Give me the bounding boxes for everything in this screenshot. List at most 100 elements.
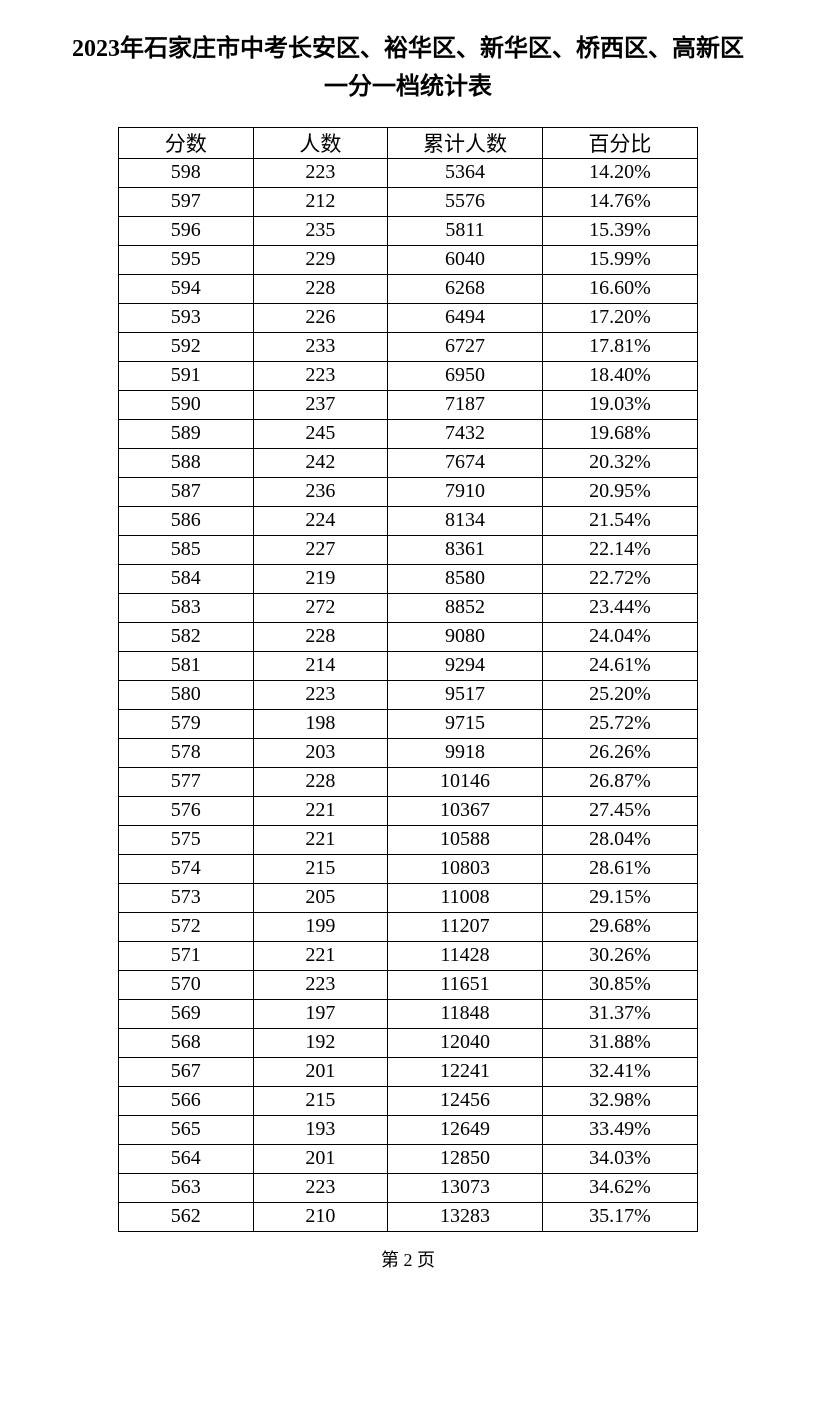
table-cell: 32.98% xyxy=(542,1086,697,1115)
table-row: 5642011285034.03% xyxy=(119,1144,698,1173)
table-cell: 32.41% xyxy=(542,1057,697,1086)
table-cell: 6494 xyxy=(388,303,543,332)
table-cell: 199 xyxy=(253,912,388,941)
table-cell: 592 xyxy=(119,332,254,361)
table-cell: 579 xyxy=(119,709,254,738)
table-cell: 570 xyxy=(119,970,254,999)
table-row: 594228626816.60% xyxy=(119,274,698,303)
table-cell: 245 xyxy=(253,419,388,448)
table-row: 579198971525.72% xyxy=(119,709,698,738)
table-cell: 575 xyxy=(119,825,254,854)
table-cell: 20.32% xyxy=(542,448,697,477)
table-cell: 28.61% xyxy=(542,854,697,883)
col-header-score: 分数 xyxy=(119,127,254,158)
table-cell: 12456 xyxy=(388,1086,543,1115)
table-row: 584219858022.72% xyxy=(119,564,698,593)
table-cell: 593 xyxy=(119,303,254,332)
table-cell: 31.37% xyxy=(542,999,697,1028)
table-cell: 595 xyxy=(119,245,254,274)
table-cell: 6727 xyxy=(388,332,543,361)
table-cell: 12040 xyxy=(388,1028,543,1057)
table-cell: 8361 xyxy=(388,535,543,564)
table-cell: 7910 xyxy=(388,477,543,506)
table-header-row: 分数 人数 累计人数 百分比 xyxy=(119,127,698,158)
table-cell: 14.20% xyxy=(542,158,697,187)
table-row: 595229604015.99% xyxy=(119,245,698,274)
table-cell: 565 xyxy=(119,1115,254,1144)
table-cell: 212 xyxy=(253,187,388,216)
table-cell: 572 xyxy=(119,912,254,941)
table-row: 578203991826.26% xyxy=(119,738,698,767)
table-row: 5681921204031.88% xyxy=(119,1028,698,1057)
table-row: 592233672717.81% xyxy=(119,332,698,361)
table-cell: 29.15% xyxy=(542,883,697,912)
table-cell: 587 xyxy=(119,477,254,506)
table-cell: 223 xyxy=(253,970,388,999)
table-cell: 34.03% xyxy=(542,1144,697,1173)
table-cell: 193 xyxy=(253,1115,388,1144)
table-cell: 596 xyxy=(119,216,254,245)
table-row: 5651931264933.49% xyxy=(119,1115,698,1144)
table-cell: 223 xyxy=(253,361,388,390)
table-cell: 201 xyxy=(253,1057,388,1086)
table-cell: 223 xyxy=(253,1173,388,1202)
table-row: 593226649417.20% xyxy=(119,303,698,332)
table-cell: 203 xyxy=(253,738,388,767)
table-cell: 227 xyxy=(253,535,388,564)
table-cell: 580 xyxy=(119,680,254,709)
table-cell: 590 xyxy=(119,390,254,419)
table-cell: 12241 xyxy=(388,1057,543,1086)
table-row: 598223536414.20% xyxy=(119,158,698,187)
table-cell: 21.54% xyxy=(542,506,697,535)
col-header-count: 人数 xyxy=(253,127,388,158)
col-header-cumulative: 累计人数 xyxy=(388,127,543,158)
table-cell: 15.39% xyxy=(542,216,697,245)
table-cell: 589 xyxy=(119,419,254,448)
table-cell: 12649 xyxy=(388,1115,543,1144)
table-cell: 224 xyxy=(253,506,388,535)
page-title: 2023年石家庄市中考长安区、裕华区、新华区、桥西区、高新区 一分一档统计表 xyxy=(60,30,756,107)
table-cell: 564 xyxy=(119,1144,254,1173)
table-cell: 567 xyxy=(119,1057,254,1086)
table-cell: 24.61% xyxy=(542,651,697,680)
table-cell: 10367 xyxy=(388,796,543,825)
table-cell: 214 xyxy=(253,651,388,680)
table-cell: 233 xyxy=(253,332,388,361)
table-cell: 598 xyxy=(119,158,254,187)
table-cell: 10146 xyxy=(388,767,543,796)
table-cell: 11651 xyxy=(388,970,543,999)
table-row: 5772281014626.87% xyxy=(119,767,698,796)
page-container: 2023年石家庄市中考长安区、裕华区、新华区、桥西区、高新区 一分一档统计表 分… xyxy=(0,0,816,1272)
table-cell: 33.49% xyxy=(542,1115,697,1144)
table-cell: 16.60% xyxy=(542,274,697,303)
table-row: 5742151080328.61% xyxy=(119,854,698,883)
table-cell: 201 xyxy=(253,1144,388,1173)
table-cell: 573 xyxy=(119,883,254,912)
table-cell: 7187 xyxy=(388,390,543,419)
table-cell: 591 xyxy=(119,361,254,390)
table-cell: 5576 xyxy=(388,187,543,216)
table-cell: 237 xyxy=(253,390,388,419)
table-cell: 5364 xyxy=(388,158,543,187)
table-cell: 563 xyxy=(119,1173,254,1202)
table-cell: 583 xyxy=(119,593,254,622)
table-cell: 15.99% xyxy=(542,245,697,274)
table-cell: 219 xyxy=(253,564,388,593)
table-row: 589245743219.68% xyxy=(119,419,698,448)
table-cell: 28.04% xyxy=(542,825,697,854)
table-row: 5762211036727.45% xyxy=(119,796,698,825)
table-row: 591223695018.40% xyxy=(119,361,698,390)
table-row: 590237718719.03% xyxy=(119,390,698,419)
table-cell: 10803 xyxy=(388,854,543,883)
table-cell: 235 xyxy=(253,216,388,245)
table-cell: 20.95% xyxy=(542,477,697,506)
table-cell: 22.72% xyxy=(542,564,697,593)
table-row: 580223951725.20% xyxy=(119,680,698,709)
table-cell: 215 xyxy=(253,1086,388,1115)
table-cell: 226 xyxy=(253,303,388,332)
table-cell: 34.62% xyxy=(542,1173,697,1202)
table-row: 5672011224132.41% xyxy=(119,1057,698,1086)
table-cell: 597 xyxy=(119,187,254,216)
table-cell: 8580 xyxy=(388,564,543,593)
table-cell: 585 xyxy=(119,535,254,564)
